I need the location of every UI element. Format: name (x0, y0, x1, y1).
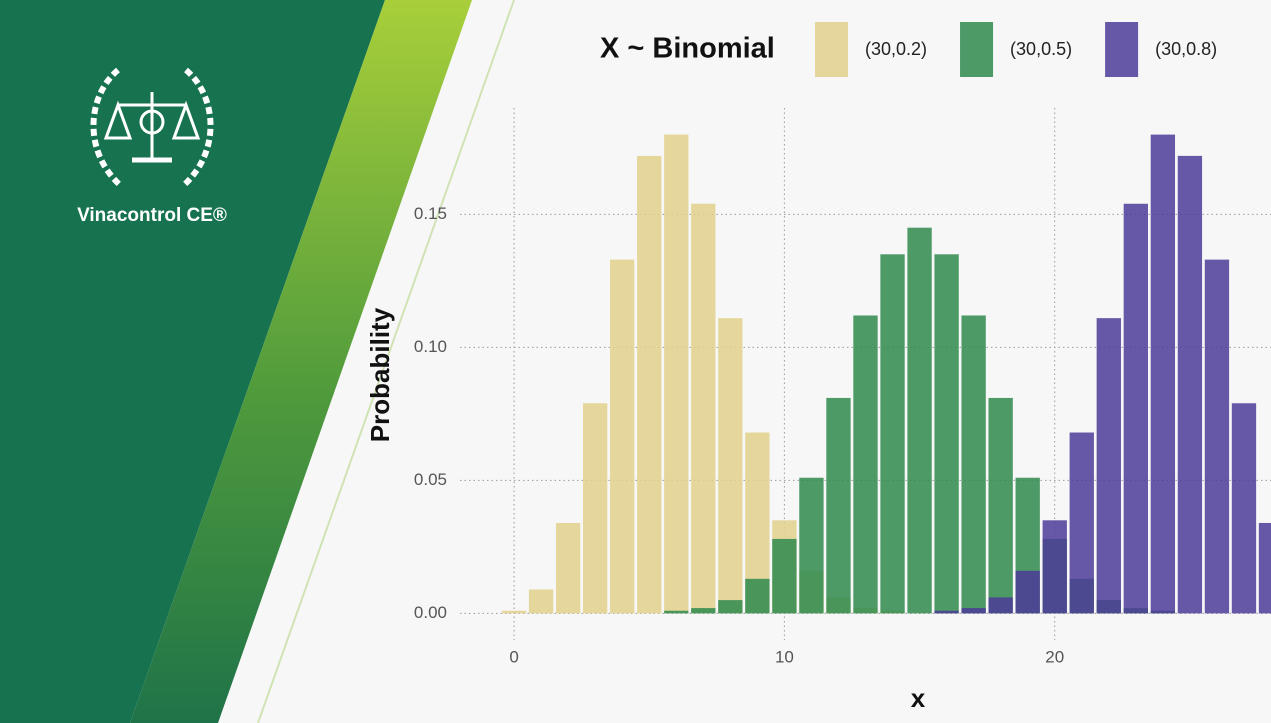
legend-swatch (815, 22, 848, 77)
bar (853, 315, 878, 614)
bar (528, 589, 554, 614)
y-tick-label: 0.05 (414, 470, 447, 489)
y-tick-label: 0.15 (414, 204, 447, 223)
bar (907, 227, 932, 614)
legend-label: (30,0.8) (1155, 39, 1217, 59)
bar (988, 597, 1013, 614)
x-tick-label: 20 (1045, 647, 1064, 666)
bar (610, 259, 635, 614)
bar (880, 254, 905, 614)
y-axis-label: Probability (365, 307, 395, 442)
bar (961, 608, 986, 614)
bar (826, 397, 851, 614)
bar (1123, 203, 1148, 614)
bar (799, 477, 824, 614)
bar (772, 538, 797, 614)
bar (988, 397, 1013, 614)
logo (90, 67, 214, 188)
legend-label: (30,0.2) (865, 39, 927, 59)
bar (718, 318, 743, 614)
x-tick-label: 0 (509, 647, 518, 666)
bar (691, 203, 716, 614)
bar (1096, 318, 1121, 614)
bar (1231, 403, 1257, 614)
bar (1042, 520, 1067, 614)
bar (501, 610, 527, 614)
bar (583, 403, 608, 614)
bar (1015, 570, 1040, 614)
brand-stripe (130, 0, 472, 723)
bar (637, 155, 662, 614)
legend-swatch (960, 22, 994, 77)
x-tick-label: 10 (775, 647, 794, 666)
bar (961, 315, 986, 614)
bar (691, 608, 716, 614)
bar (664, 134, 689, 614)
bar (664, 610, 689, 614)
plot-area (460, 108, 1271, 640)
bar (555, 522, 581, 614)
legend-label: (30,0.5) (1010, 39, 1072, 59)
brand-name: Vinacontrol CE® (77, 205, 227, 226)
bar (1069, 432, 1094, 614)
bar (934, 610, 959, 614)
bar (1150, 134, 1176, 614)
bar (718, 600, 743, 614)
bar (1177, 155, 1203, 614)
bar (934, 254, 959, 614)
bar (745, 578, 770, 614)
y-tick-label: 0.10 (414, 337, 447, 356)
y-tick-label: 0.00 (414, 603, 447, 622)
brand-line (257, 0, 515, 723)
legend-swatch (1105, 22, 1139, 77)
bar (1258, 522, 1271, 614)
bar (1204, 259, 1230, 614)
brand-panel (0, 0, 385, 723)
legend-title: X ~ Binomial (600, 33, 775, 65)
x-axis-label: x (911, 683, 926, 713)
